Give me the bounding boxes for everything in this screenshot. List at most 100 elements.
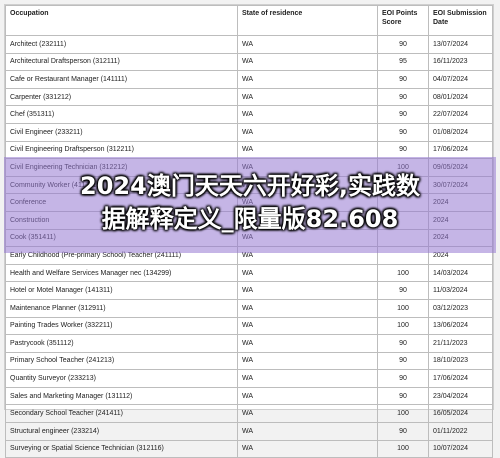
cell-date: 11/03/2024: [428, 281, 493, 300]
cell-state: WA: [237, 334, 378, 353]
cell-occupation: Civil Engineering Technician (312212): [5, 158, 238, 177]
cell-state: WA: [237, 105, 378, 124]
cell-occupation: Early Childhood (Pre-primary School) Tea…: [5, 246, 238, 265]
cell-occupation: Structural engineer (233214): [5, 422, 238, 441]
table-row: Hotel or Motel Manager (141311) WA 90 11/03…: [5, 281, 493, 300]
cell-state: WA: [237, 298, 378, 318]
cell-state: WA: [237, 70, 378, 89]
cell-score: 100: [377, 263, 429, 283]
table-row: Carpenter (331212) WA 90 08/01/2024: [5, 87, 493, 107]
cell-state: WA: [237, 369, 378, 388]
cell-date: 14/03/2024: [428, 263, 493, 283]
table-row: Pastrycook (351112) WA 90 21/11/2023: [5, 334, 493, 353]
cell-occupation: Conference: [5, 193, 238, 212]
cell-date: 30/07/2024: [428, 175, 493, 195]
eoi-table: Occupation State of residence EOI Points…: [5, 5, 493, 458]
table-row: Painting Trades Worker (332211) WA 100 13/0…: [5, 316, 493, 336]
table-row: Early Childhood (Pre-primary School) Tea…: [5, 246, 493, 265]
cell-state: WA: [237, 35, 378, 54]
header-state: State of residence: [237, 5, 378, 36]
table-row: Community Worker (411711) WA 90 30/07/2024: [5, 175, 493, 195]
table-row: Health and Welfare Services Manager nec …: [5, 263, 493, 283]
cell-score: 90: [377, 369, 429, 388]
table-row: Construction WA 2024: [5, 210, 493, 230]
cell-state: WA: [237, 140, 378, 160]
cell-state: WA: [237, 87, 378, 107]
cell-occupation: Construction: [5, 210, 238, 230]
cell-date: 18/10/2023: [428, 351, 493, 371]
header-score: EOI Points Score: [377, 5, 429, 36]
table-row: Chef (351311) WA 90 22/07/2024: [5, 105, 493, 124]
cell-score: 100: [377, 439, 429, 458]
cell-score: 100: [377, 298, 429, 318]
cell-date: 03/12/2023: [428, 298, 493, 318]
table-row: Structural engineer (233214) WA 90 01/11/20…: [5, 422, 493, 441]
cell-state: WA: [237, 228, 378, 248]
table-row: Civil Engineering Technician (312212) WA 1…: [5, 158, 493, 177]
cell-score: 90: [377, 351, 429, 371]
cell-score: [377, 246, 429, 265]
cell-score: 90: [377, 35, 429, 54]
cell-occupation: Civil Engineering Draftsperson (312211): [5, 140, 238, 160]
cell-occupation: Quantity Surveyor (233213): [5, 369, 238, 388]
table-row: Architectural Draftsperson (312111) WA 95 1…: [5, 52, 493, 72]
cell-occupation: Chef (351311): [5, 105, 238, 124]
cell-score: 90: [377, 422, 429, 441]
cell-state: WA: [237, 52, 378, 72]
cell-date: 22/07/2024: [428, 105, 493, 124]
cell-state: WA: [237, 193, 378, 212]
cell-state: WA: [237, 351, 378, 371]
cell-state: WA: [237, 246, 378, 265]
cell-occupation: Health and Welfare Services Manager nec …: [5, 263, 238, 283]
table-row: Sales and Marketing Manager (131112) WA 90…: [5, 386, 493, 406]
cell-date: 04/07/2024: [428, 70, 493, 89]
cell-date: 09/05/2024: [428, 158, 493, 177]
table-row: Conference WA 2024: [5, 193, 493, 212]
cell-state: WA: [237, 422, 378, 441]
cell-date: 13/06/2024: [428, 316, 493, 336]
cell-occupation: Cook (351411): [5, 228, 238, 248]
cell-date: 2024: [428, 228, 493, 248]
table-row: Cafe or Restaurant Manager (141111) WA 90 0…: [5, 70, 493, 89]
cell-score: 90: [377, 87, 429, 107]
cell-score: 90: [377, 175, 429, 195]
cell-score: 95: [377, 52, 429, 72]
table-header-row: Occupation State of residence EOI Points…: [5, 5, 493, 36]
cell-date: 2024: [428, 246, 493, 265]
cell-occupation: Carpenter (331212): [5, 87, 238, 107]
cell-date: 08/01/2024: [428, 87, 493, 107]
cell-state: WA: [237, 122, 378, 142]
cell-date: 17/06/2024: [428, 140, 493, 160]
cell-occupation: Primary School Teacher (241213): [5, 351, 238, 371]
document-page: Occupation State of residence EOI Points…: [4, 4, 494, 458]
table-row: Civil Engineering Draftsperson (312211) W…: [5, 140, 493, 160]
cell-occupation: Civil Engineer (233211): [5, 122, 238, 142]
cell-score: 90: [377, 140, 429, 160]
cell-date: 21/11/2023: [428, 334, 493, 353]
cell-score: 90: [377, 70, 429, 89]
cell-score: 90: [377, 105, 429, 124]
cell-date: 2024: [428, 210, 493, 230]
cell-date: 16/11/2023: [428, 52, 493, 72]
cell-date: 13/07/2024: [428, 35, 493, 54]
cell-score: [377, 193, 429, 212]
cell-state: WA: [237, 210, 378, 230]
cell-occupation: Cafe or Restaurant Manager (141111): [5, 70, 238, 89]
cell-score: 100: [377, 158, 429, 177]
cell-state: WA: [237, 263, 378, 283]
cell-state: WA: [237, 316, 378, 336]
cell-score: 90: [377, 386, 429, 406]
cell-occupation: Architect (232111): [5, 35, 238, 54]
cell-occupation: Surveying or Spatial Science Technician …: [5, 439, 238, 458]
cell-state: WA: [237, 281, 378, 300]
cell-occupation: Architectural Draftsperson (312111): [5, 52, 238, 72]
table-row: Architect (232111) WA 90 13/07/2024: [5, 35, 493, 54]
cell-score: 100: [377, 316, 429, 336]
cell-score: [377, 210, 429, 230]
cell-date: 2024: [428, 193, 493, 212]
cell-score: [377, 228, 429, 248]
cell-occupation: Maintenance Planner (312911): [5, 298, 238, 318]
cell-score: 90: [377, 122, 429, 142]
cell-date: 23/04/2024: [428, 386, 493, 406]
cell-occupation: Sales and Marketing Manager (131112): [5, 386, 238, 406]
